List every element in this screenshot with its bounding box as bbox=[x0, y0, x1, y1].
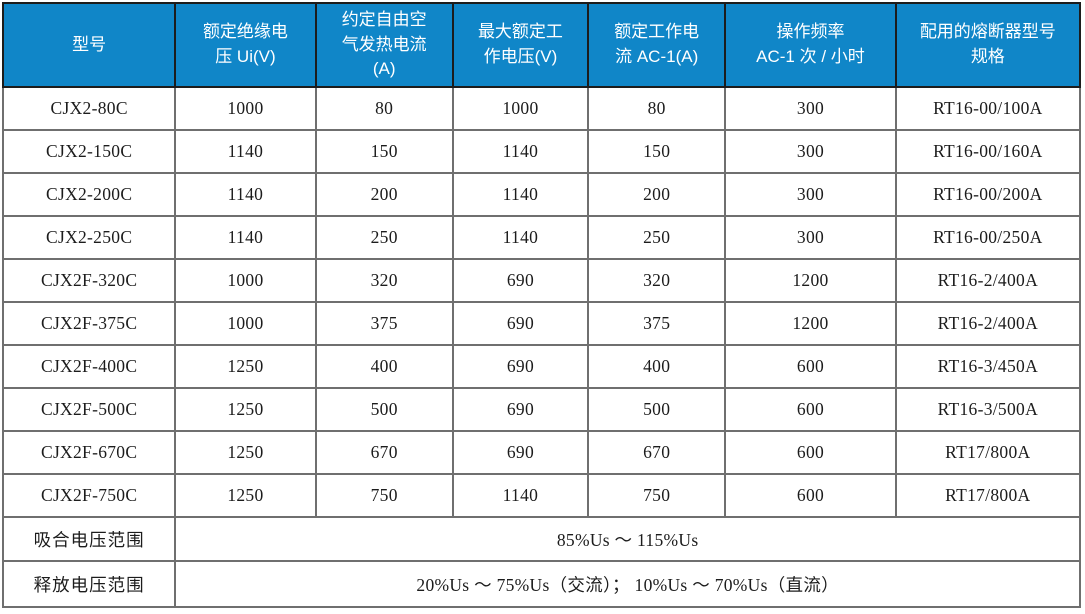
table-row: CJX2-150C 1140 150 1140 150 300 RT16-00/… bbox=[1, 129, 1082, 174]
cell: 1140 bbox=[174, 172, 317, 217]
cell: 1250 bbox=[174, 344, 317, 389]
cell: 300 bbox=[724, 215, 897, 260]
cell: 1000 bbox=[174, 301, 317, 346]
cell: 690 bbox=[451, 258, 590, 303]
cell: 300 bbox=[724, 86, 897, 131]
cell: 320 bbox=[587, 258, 727, 303]
column-header-thermal-current: 约定自由空 气发热电流 (A) bbox=[314, 2, 454, 88]
cell: 1000 bbox=[451, 86, 590, 131]
table-row: CJX2F-400C 1250 400 690 400 600 RT16-3/4… bbox=[1, 344, 1082, 389]
cell: 1140 bbox=[451, 172, 590, 217]
cell-model: CJX2-200C bbox=[1, 172, 177, 217]
cell: 1250 bbox=[174, 473, 317, 518]
table-row: CJX2F-320C 1000 320 690 320 1200 RT16-2/… bbox=[1, 258, 1082, 303]
cell: 670 bbox=[587, 430, 727, 475]
cell-fuse: RT16-00/160A bbox=[894, 129, 1082, 174]
cell-model: CJX2F-670C bbox=[1, 430, 177, 475]
cell: 300 bbox=[724, 172, 897, 217]
cell: 1140 bbox=[451, 473, 590, 518]
cell: 1000 bbox=[174, 258, 317, 303]
cell: 150 bbox=[314, 129, 454, 174]
cell: 400 bbox=[314, 344, 454, 389]
cell: 375 bbox=[314, 301, 454, 346]
cell-model: CJX2-250C bbox=[1, 215, 177, 260]
column-header-working-current: 额定工作电 流 AC-1(A) bbox=[587, 2, 727, 88]
cell: 1140 bbox=[174, 215, 317, 260]
column-header-fuse-spec: 配用的熔断器型号 规格 bbox=[894, 2, 1082, 88]
cell: 200 bbox=[587, 172, 727, 217]
table-row: CJX2-200C 1140 200 1140 200 300 RT16-00/… bbox=[1, 172, 1082, 217]
cell: 1140 bbox=[174, 129, 317, 174]
header-row: 型号 额定绝缘电 压 Ui(V) 约定自由空 气发热电流 (A) 最大额定工 作… bbox=[1, 2, 1082, 88]
cell: 80 bbox=[314, 86, 454, 131]
cell: 1200 bbox=[724, 258, 897, 303]
cell: 375 bbox=[587, 301, 727, 346]
cell: 670 bbox=[314, 430, 454, 475]
cell: 690 bbox=[451, 430, 590, 475]
cell: 750 bbox=[314, 473, 454, 518]
column-header-max-working-voltage: 最大额定工 作电压(V) bbox=[451, 2, 590, 88]
table-row: CJX2F-750C 1250 750 1140 750 600 RT17/80… bbox=[1, 473, 1082, 518]
cell: 1250 bbox=[174, 387, 317, 432]
cell: 600 bbox=[724, 473, 897, 518]
cell-model: CJX2F-375C bbox=[1, 301, 177, 346]
table-row: CJX2F-670C 1250 670 690 670 600 RT17/800… bbox=[1, 430, 1082, 475]
cell: 600 bbox=[724, 387, 897, 432]
cell-model: CJX2F-400C bbox=[1, 344, 177, 389]
pickup-voltage-value: 85%Us ～ 115%Us bbox=[174, 516, 1081, 562]
cell: 80 bbox=[587, 86, 727, 131]
cell-fuse: RT16-2/400A bbox=[894, 301, 1082, 346]
table-row: CJX2-80C 1000 80 1000 80 300 RT16-00/100… bbox=[1, 86, 1082, 131]
release-voltage-label: 释放电压范围 bbox=[1, 560, 177, 608]
cell: 690 bbox=[451, 301, 590, 346]
cell-fuse: RT16-3/500A bbox=[894, 387, 1082, 432]
cell: 1250 bbox=[174, 430, 317, 475]
cell: 150 bbox=[587, 129, 727, 174]
pickup-voltage-label: 吸合电压范围 bbox=[1, 516, 177, 562]
column-header-insulation-voltage: 额定绝缘电 压 Ui(V) bbox=[174, 2, 317, 88]
cell-fuse: RT17/800A bbox=[894, 473, 1082, 518]
cell: 250 bbox=[314, 215, 454, 260]
table-row: CJX2-250C 1140 250 1140 250 300 RT16-00/… bbox=[1, 215, 1082, 260]
cell-model: CJX2-80C bbox=[1, 86, 177, 131]
cell: 1140 bbox=[451, 215, 590, 260]
release-voltage-value: 20%Us ～ 75%Us（交流）； 10%Us ～ 70%Us（直流） bbox=[174, 560, 1081, 608]
release-voltage-row: 释放电压范围 20%Us ～ 75%Us（交流）； 10%Us ～ 70%Us（… bbox=[1, 560, 1081, 608]
cell-model: CJX2F-750C bbox=[1, 473, 177, 518]
cell: 600 bbox=[724, 430, 897, 475]
cell: 300 bbox=[724, 129, 897, 174]
table-row: CJX2F-500C 1250 500 690 500 600 RT16-3/5… bbox=[1, 387, 1082, 432]
cell: 250 bbox=[587, 215, 727, 260]
pickup-voltage-row: 吸合电压范围 85%Us ～ 115%Us bbox=[1, 516, 1081, 562]
cell-model: CJX2F-500C bbox=[1, 387, 177, 432]
cell: 1140 bbox=[451, 129, 590, 174]
cell: 200 bbox=[314, 172, 454, 217]
column-header-operating-frequency: 操作频率 AC-1 次 / 小时 bbox=[724, 2, 897, 88]
cell: 320 bbox=[314, 258, 454, 303]
cell-fuse: RT16-00/250A bbox=[894, 215, 1082, 260]
cell: 1000 bbox=[174, 86, 317, 131]
cell: 1200 bbox=[724, 301, 897, 346]
cell-model: CJX2-150C bbox=[1, 129, 177, 174]
cell: 500 bbox=[587, 387, 727, 432]
cell-fuse: RT16-3/450A bbox=[894, 344, 1082, 389]
cell-fuse: RT17/800A bbox=[894, 430, 1082, 475]
cell: 690 bbox=[451, 387, 590, 432]
cell: 690 bbox=[451, 344, 590, 389]
cell: 500 bbox=[314, 387, 454, 432]
cell: 600 bbox=[724, 344, 897, 389]
cell-fuse: RT16-2/400A bbox=[894, 258, 1082, 303]
cell: 750 bbox=[587, 473, 727, 518]
cell-model: CJX2F-320C bbox=[1, 258, 177, 303]
cell: 400 bbox=[587, 344, 727, 389]
column-header-model: 型号 bbox=[1, 2, 177, 88]
table-row: CJX2F-375C 1000 375 690 375 1200 RT16-2/… bbox=[1, 301, 1082, 346]
cell-fuse: RT16-00/100A bbox=[894, 86, 1082, 131]
cell-fuse: RT16-00/200A bbox=[894, 172, 1082, 217]
